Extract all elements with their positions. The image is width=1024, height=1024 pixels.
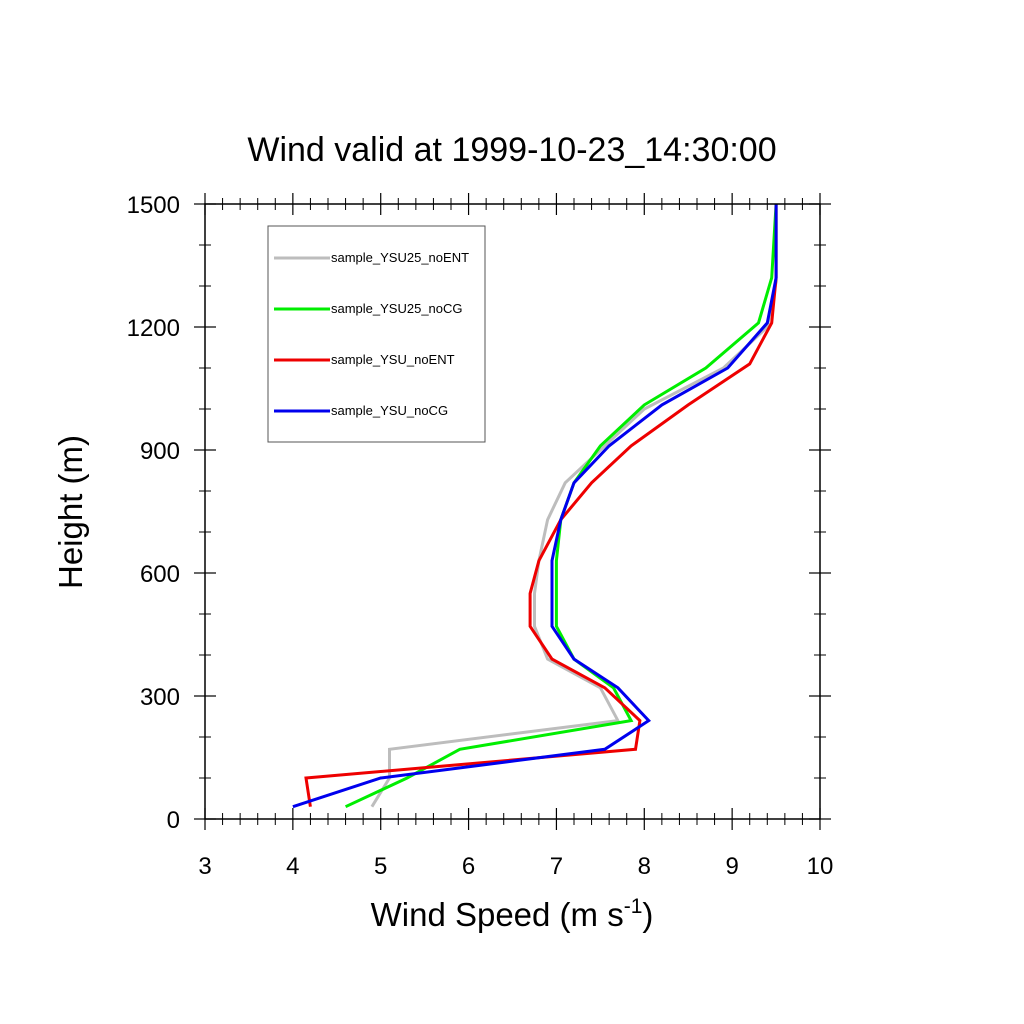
plot-frame xyxy=(204,203,821,820)
y-tick-label: 1500 xyxy=(127,192,180,219)
chart-title: Wind valid at 1999-10-23_14:30:00 xyxy=(247,131,776,169)
y-tick-label: 0 xyxy=(167,807,180,834)
x-tick-label: 7 xyxy=(550,853,563,880)
x-tick-label: 8 xyxy=(638,853,651,880)
y-tick-label: 1200 xyxy=(127,315,180,342)
x-tick-label: 9 xyxy=(725,853,738,880)
y-tick-label: 300 xyxy=(140,684,180,711)
y-tick-label: 600 xyxy=(140,561,180,588)
series-line-sample_YSU_noCG xyxy=(292,204,778,809)
legend: sample_YSU25_noENT sample_YSU25_noCGsampl… xyxy=(267,225,486,443)
y-tick-label: 900 xyxy=(140,438,180,465)
series-line-sample_YSU25_noCG xyxy=(344,203,778,809)
series-line-sample_YSU_noENT xyxy=(304,204,778,807)
x-tick-label: 4 xyxy=(286,853,299,880)
x-axis-ticks: 3 4 5 6 7 8 9 10 xyxy=(198,193,833,880)
legend-label: sample_YSU_noCG xyxy=(331,403,448,418)
y-axis-label: Height (m) xyxy=(52,435,89,589)
x-tick-label: 3 xyxy=(198,853,211,880)
y-axis-ticks: 0 300 600 900 1200 1500 xyxy=(127,192,831,834)
legend-box xyxy=(267,225,486,443)
x-tick-label: 10 xyxy=(807,853,834,880)
legend-label: sample_YSU25_noENT xyxy=(331,250,469,265)
series-lines xyxy=(292,203,778,809)
legend-label: sample_YSU25_noCG xyxy=(331,301,463,316)
legend-label: sample_YSU_noENT xyxy=(331,352,455,367)
x-tick-label: 5 xyxy=(374,853,387,880)
x-axis-label: Wind Speed (m s-1) xyxy=(371,895,654,933)
x-tick-label: 6 xyxy=(462,853,475,880)
